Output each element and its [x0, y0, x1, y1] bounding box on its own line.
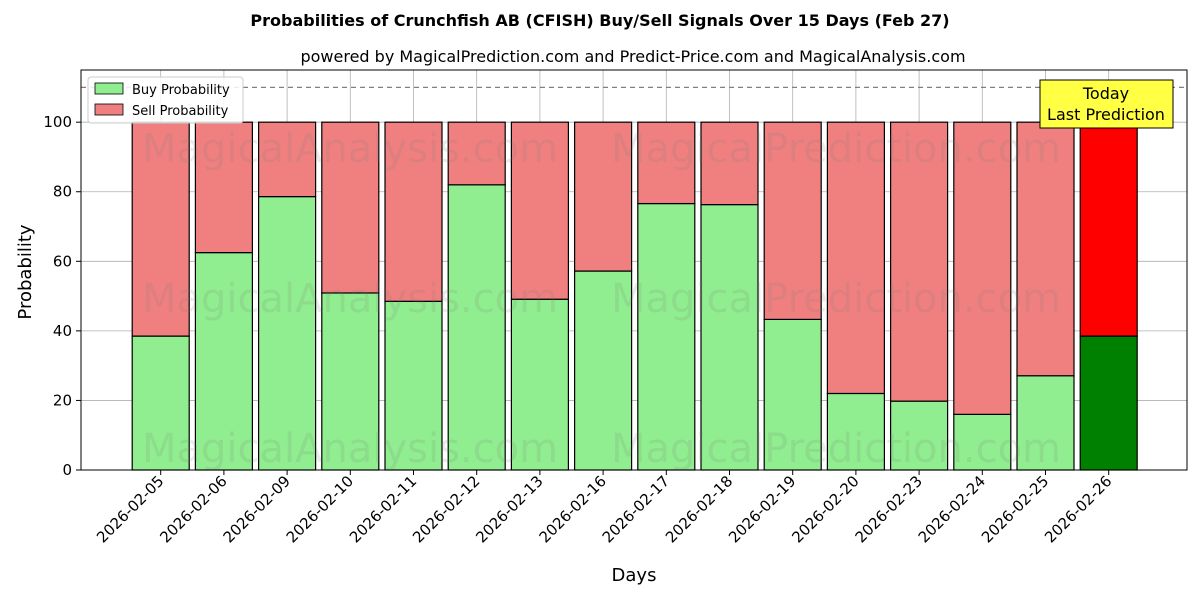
buy-bar [1079, 335, 1138, 471]
buy-bar [826, 392, 886, 471]
buy-bar [637, 202, 696, 471]
sell-bar [1016, 121, 1075, 377]
sell-bar [953, 121, 1012, 415]
legend-box [87, 76, 244, 124]
legend-buy-label: Buy Probability [132, 83, 230, 98]
buy-bar [573, 270, 633, 471]
buy-bar [763, 318, 822, 471]
x-tick-label: 2026-02-10 [283, 472, 357, 546]
x-tick-label: 2026-02-05 [93, 472, 167, 546]
legend-buy-swatch [94, 82, 124, 95]
x-tick-label: 2026-02-06 [156, 472, 230, 546]
today-annotation-box [1039, 79, 1174, 129]
today-annotation-line-2: Last Prediction [1047, 105, 1165, 124]
x-tick-label: 2026-02-25 [978, 472, 1052, 546]
sell-bar [763, 121, 822, 320]
x-tick-label: 2026-02-24 [915, 472, 989, 546]
buy-bar [258, 196, 317, 471]
x-tick-label: 2026-02-23 [852, 472, 926, 546]
watermark-text: MagicalAnalysis.com [142, 426, 558, 472]
today-annotation-line-1: Today [1082, 84, 1129, 103]
chart-subtitle: powered by MagicalPrediction.com and Pre… [300, 47, 965, 66]
sell-bar [447, 121, 506, 186]
today-annotation: Today Last Prediction [1039, 79, 1174, 129]
sell-bar [1079, 121, 1138, 337]
bars [131, 121, 1138, 471]
plot-frame [80, 69, 1188, 471]
y-tick-label: 20 [53, 391, 72, 409]
sell-bar [573, 121, 633, 272]
legend: Buy Probability Sell Probability [87, 76, 244, 124]
legend-sell-swatch [94, 103, 124, 116]
x-tick-label: 2026-02-26 [1041, 472, 1115, 546]
chart-title: Probabilities of Crunchfish AB (CFISH) B… [250, 11, 949, 30]
watermark-text: MagicalAnalysis.com [142, 276, 558, 322]
watermark-text: MagicalPrediction.com [611, 126, 1061, 172]
buy-bar [510, 298, 569, 471]
watermark-text: MagicalPrediction.com [611, 426, 1061, 472]
watermark-text: MagicalPrediction.com [611, 276, 1061, 322]
sell-bar [889, 121, 949, 402]
buy-bar [194, 252, 253, 471]
x-tick-label: 2026-02-17 [599, 472, 673, 546]
y-axis-label: Probability [15, 224, 36, 319]
sell-bar [826, 121, 886, 395]
sell-bar [637, 121, 696, 205]
watermark-text: MagicalAnalysis.com [142, 126, 558, 172]
x-tick-label: 2026-02-19 [725, 472, 799, 546]
buy-bar [447, 184, 506, 471]
sell-bar [384, 121, 443, 302]
x-axis-label: Days [612, 565, 657, 586]
watermarks: MagicalAnalysis.com MagicalPrediction.com… [142, 126, 1061, 472]
x-tick-label: 2026-02-13 [472, 472, 546, 546]
x-tick-label: 2026-02-20 [788, 472, 862, 546]
x-axis-ticks: 2026-02-052026-02-062026-02-092026-02-10… [93, 470, 1116, 546]
y-tick-label: 60 [53, 252, 72, 270]
x-tick-label: 2026-02-12 [409, 472, 483, 546]
y-axis-ticks: 0 20 40 60 80 100 [43, 113, 81, 479]
sell-bar [131, 121, 190, 337]
x-tick-label: 2026-02-18 [662, 472, 736, 546]
x-tick-label: 2026-02-11 [346, 472, 420, 546]
sell-bar [321, 121, 380, 294]
y-tick-label: 0 [62, 461, 72, 479]
x-tick-label: 2026-02-09 [220, 472, 294, 546]
sell-bar [510, 121, 569, 300]
buy-bar [700, 204, 759, 471]
sell-bar [700, 121, 759, 206]
buy-bar [321, 292, 380, 471]
y-tick-label: 80 [53, 183, 72, 201]
legend-sell-label: Sell Probability [132, 104, 229, 119]
y-tick-label: 100 [43, 113, 72, 131]
y-tick-label: 40 [53, 322, 72, 340]
sell-bar [258, 121, 317, 198]
buy-bar [384, 300, 443, 471]
buy-bar [889, 400, 949, 471]
x-tick-label: 2026-02-16 [536, 472, 610, 546]
